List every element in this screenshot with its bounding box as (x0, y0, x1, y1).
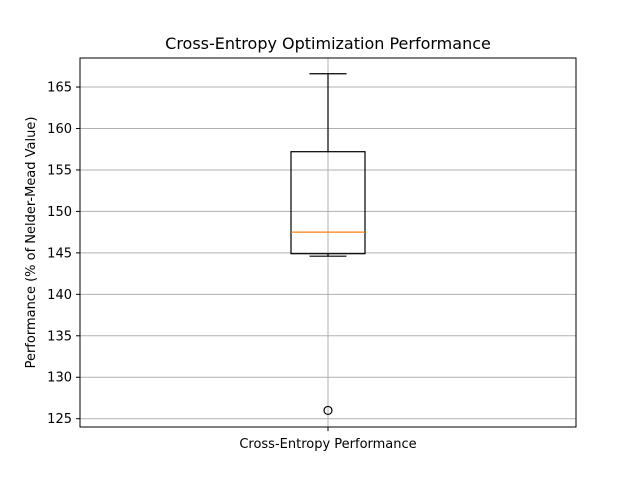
y-tick-label: 155 (47, 163, 72, 178)
y-tick-label: 135 (47, 329, 72, 344)
y-tick-label: 150 (47, 205, 72, 220)
y-tick-label: 140 (47, 288, 72, 303)
y-tick-label: 145 (47, 246, 72, 261)
y-axis-label: Performance (% of Nelder-Mead Value) (24, 117, 39, 369)
box-iqr (290, 151, 366, 255)
y-tick-label: 165 (47, 81, 72, 96)
y-tick-label: 130 (47, 371, 72, 386)
chart-title: Cross-Entropy Optimization Performance (165, 34, 491, 53)
y-tick-label: 160 (47, 122, 72, 137)
tick-layer: 125 130 135 140 145 150 155 160 165 Cross-Entropy… (47, 81, 417, 452)
box-layer (290, 73, 366, 416)
y-tick-label: 125 (47, 412, 72, 427)
x-tick-label: Cross-Entropy Performance (239, 437, 416, 452)
outlier-point (323, 405, 333, 416)
